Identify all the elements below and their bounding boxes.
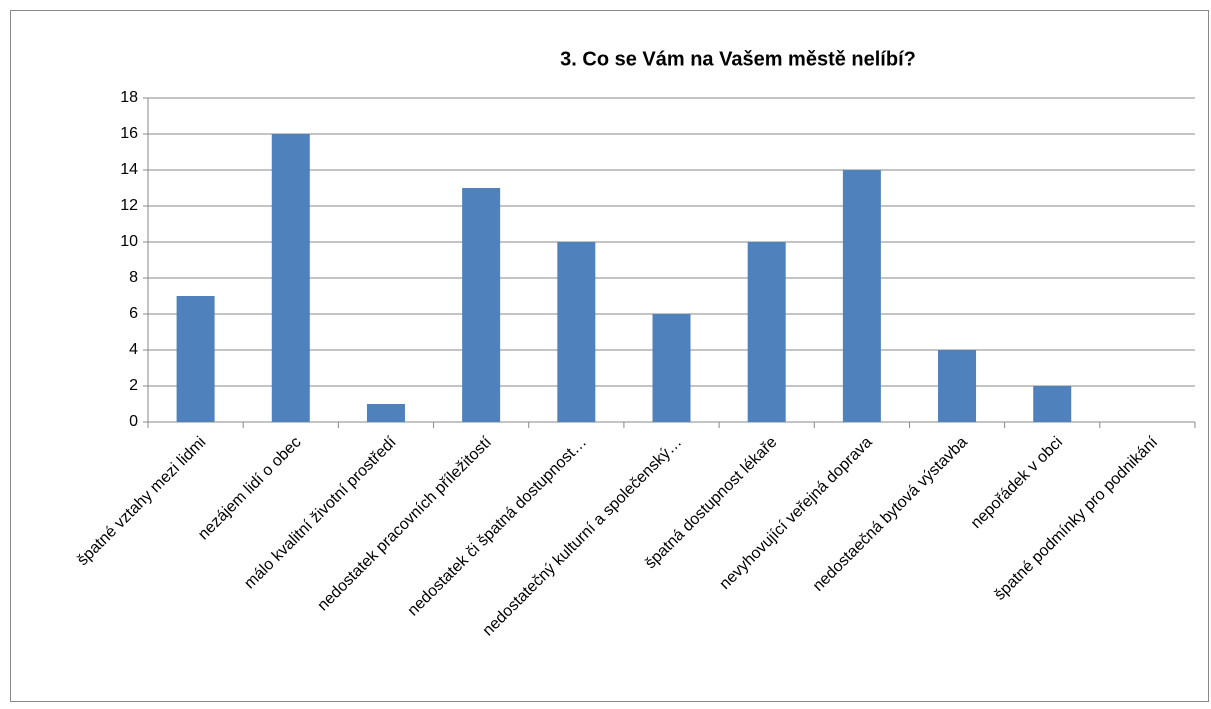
y-tick-label: 8 <box>129 269 138 286</box>
y-tick-label: 0 <box>129 413 138 430</box>
bar <box>652 314 691 422</box>
bar <box>842 170 881 422</box>
bar <box>938 350 977 422</box>
bar <box>1033 386 1072 422</box>
bar <box>462 188 501 422</box>
y-tick-label: 2 <box>129 377 138 394</box>
y-tick-label: 4 <box>129 341 138 358</box>
bar <box>557 242 596 422</box>
y-tick-label: 16 <box>120 125 138 142</box>
y-tick-label: 6 <box>129 305 138 322</box>
chart-title: 3. Co se Vám na Vašem městě nelíbí? <box>560 48 916 70</box>
y-tick-label: 18 <box>120 89 138 106</box>
bar <box>366 404 405 422</box>
y-tick-label: 12 <box>120 197 138 214</box>
bar <box>747 242 786 422</box>
y-tick-label: 14 <box>120 161 138 178</box>
bar <box>271 134 310 422</box>
y-tick-label: 10 <box>120 233 138 250</box>
bar <box>176 296 215 422</box>
